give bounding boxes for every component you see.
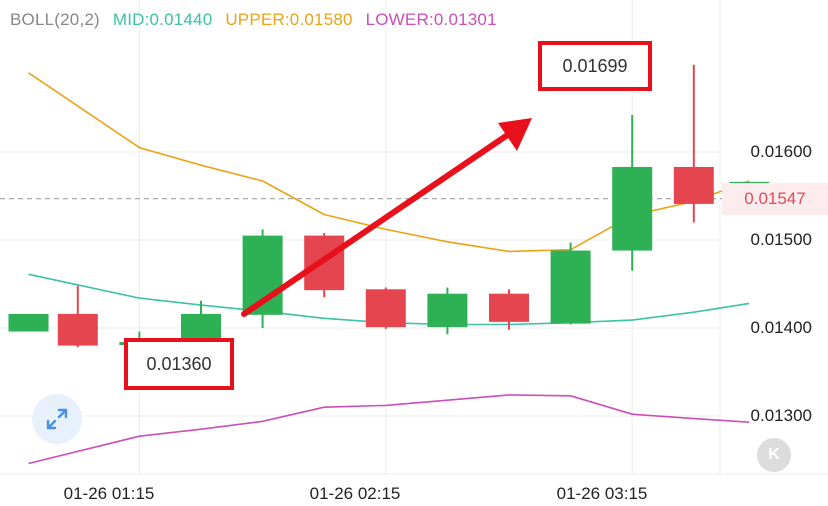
boll-mid-value: MID:0.01440 xyxy=(112,10,213,29)
candle-body xyxy=(489,293,529,322)
candle-body xyxy=(673,166,714,204)
candle-body xyxy=(427,293,468,328)
candles xyxy=(8,64,770,364)
x-axis-tick-label: 01-26 02:15 xyxy=(309,484,401,503)
candle-body xyxy=(365,289,406,328)
y-axis-tick-label: 0.01400 xyxy=(750,318,812,337)
candle xyxy=(57,285,98,348)
candle xyxy=(427,287,468,335)
boll-lower-line xyxy=(28,394,750,465)
boll-upper-value: UPPER:0.01580 xyxy=(225,10,353,29)
candle xyxy=(304,232,345,298)
boll-mid-line xyxy=(28,273,750,326)
grid-layer xyxy=(0,0,828,475)
candle xyxy=(8,313,49,332)
k-line-button[interactable]: K xyxy=(757,438,791,472)
candle xyxy=(365,287,406,329)
y-axis-tick-label: 0.01500 xyxy=(750,230,812,249)
candle-body xyxy=(57,313,98,346)
y-axis-tick-label: 0.01600 xyxy=(750,142,812,161)
high-price-annotation: 0.01699 xyxy=(538,41,652,91)
candle-body xyxy=(550,250,591,324)
boll-name: BOLL(20,2) xyxy=(10,10,100,29)
x-axis-tick-label: 01-26 03:15 xyxy=(556,484,648,503)
low-price-annotation: 0.01360 xyxy=(124,338,234,390)
boll-lower-value: LOWER:0.01301 xyxy=(365,10,497,29)
expand-button[interactable] xyxy=(32,394,82,444)
k-icon: K xyxy=(768,446,780,463)
boll-indicator-header: BOLL(20,2) MID:0.01440 UPPER:0.01580 LOW… xyxy=(10,10,505,30)
candle xyxy=(489,289,529,330)
candle-body xyxy=(181,313,221,341)
bollinger-bands xyxy=(28,72,750,465)
trend-arrow-head xyxy=(498,118,532,151)
expand-arrows-icon xyxy=(46,408,68,430)
candle-body xyxy=(612,166,653,251)
candle-body xyxy=(8,313,49,332)
x-axis-tick-label: 01-26 01:15 xyxy=(63,484,155,503)
trend-arrow-shaft xyxy=(241,133,509,317)
candle xyxy=(550,242,591,325)
current-price-tag: 0.01547 xyxy=(722,183,828,215)
candle xyxy=(673,64,714,223)
trend-arrow xyxy=(241,118,532,317)
y-axis-tick-label: 0.01300 xyxy=(750,406,812,425)
candle xyxy=(612,115,653,271)
